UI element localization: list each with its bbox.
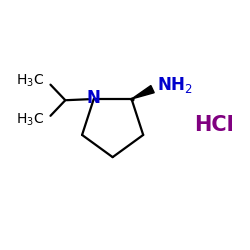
Polygon shape [132, 86, 154, 99]
Text: H$_3$C: H$_3$C [16, 112, 44, 128]
Text: H$_3$C: H$_3$C [16, 72, 44, 89]
Text: HCl: HCl [194, 115, 234, 135]
Text: N: N [87, 89, 101, 107]
Text: NH$_2$: NH$_2$ [158, 75, 193, 95]
